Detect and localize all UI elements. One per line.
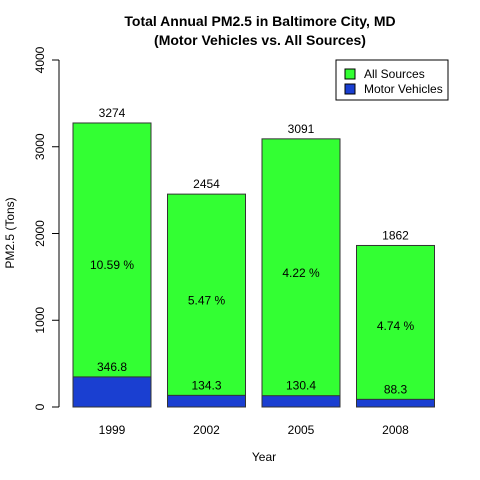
- percent-label: 4.22 %: [282, 266, 320, 280]
- value-label-motor-vehicles: 130.4: [286, 379, 316, 393]
- y-tick-label: 1000: [33, 307, 47, 334]
- legend-label-motor-vehicles: Motor Vehicles: [364, 82, 443, 96]
- y-axis-label: PM2.5 (Tons): [3, 197, 17, 268]
- x-axis-label: Year: [252, 450, 276, 464]
- x-tick-label: 2008: [382, 423, 409, 437]
- legend-swatch-all-sources: [345, 69, 355, 79]
- value-label-motor-vehicles: 346.8: [97, 360, 127, 374]
- value-label-all-sources: 1862: [382, 228, 409, 242]
- value-label-all-sources: 3274: [99, 106, 126, 120]
- chart-subtitle: (Motor Vehicles vs. All Sources): [154, 32, 366, 48]
- x-tick-label: 1999: [99, 423, 126, 437]
- x-tick-label: 2005: [288, 423, 315, 437]
- bar-motor-vehicles: [262, 396, 340, 407]
- legend-label-all-sources: All Sources: [364, 67, 425, 81]
- percent-label: 5.47 %: [188, 294, 226, 308]
- bar-motor-vehicles: [168, 395, 246, 407]
- x-tick-label: 2002: [193, 423, 220, 437]
- y-tick-label: 3000: [33, 133, 47, 160]
- chart-title: Total Annual PM2.5 in Baltimore City, MD: [124, 13, 395, 29]
- percent-label: 4.74 %: [377, 319, 415, 333]
- legend-swatch-motor-vehicles: [345, 84, 355, 94]
- value-label-motor-vehicles: 134.3: [191, 378, 221, 392]
- bar-motor-vehicles: [357, 399, 435, 407]
- percent-label: 10.59 %: [90, 258, 134, 272]
- y-tick-label: 0: [33, 403, 47, 410]
- value-label-motor-vehicles: 88.3: [384, 382, 408, 396]
- y-tick-label: 2000: [33, 220, 47, 247]
- legend: All Sources Motor Vehicles: [336, 60, 448, 100]
- value-label-all-sources: 3091: [288, 122, 315, 136]
- bar-motor-vehicles: [73, 377, 151, 407]
- y-tick-label: 4000: [33, 46, 47, 73]
- value-label-all-sources: 2454: [193, 177, 220, 191]
